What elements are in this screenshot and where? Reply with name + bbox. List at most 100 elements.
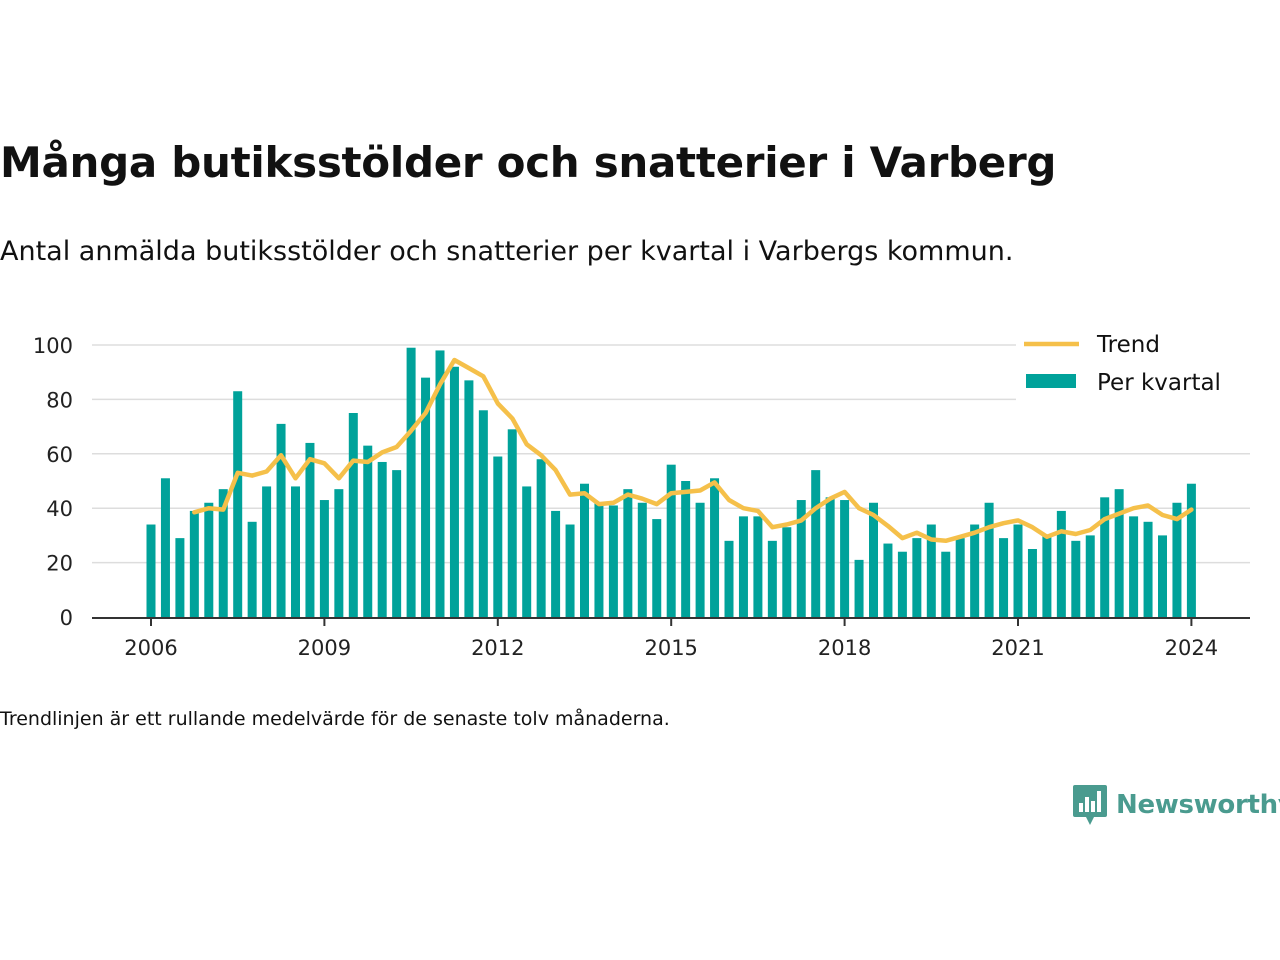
bar (175, 538, 185, 617)
brand-logo: Newsworthy (1072, 783, 1280, 827)
bar (811, 470, 821, 617)
axes: 0 20 40 60 80 100 2006 2009 2012 2015 2018 2021 2024 (33, 334, 1250, 660)
bar (753, 516, 763, 617)
bar (796, 500, 806, 617)
footnote: Trendlinjen är ett rullande medelvärde f… (0, 708, 670, 730)
bar (883, 543, 893, 617)
bar (421, 377, 431, 617)
bar (681, 481, 691, 617)
bar (637, 502, 647, 617)
bar (1172, 502, 1182, 617)
bar (1158, 535, 1167, 617)
bar (594, 502, 604, 617)
bar (1129, 516, 1139, 617)
legend-box (1016, 326, 1250, 402)
bar (493, 456, 503, 617)
bar (276, 423, 286, 617)
bar (580, 483, 589, 617)
bars (146, 347, 1196, 617)
bar (551, 510, 561, 617)
bar (767, 540, 777, 617)
bar (406, 347, 416, 617)
bar (869, 502, 878, 617)
bar (319, 500, 329, 617)
bar (478, 410, 488, 617)
bar (536, 459, 546, 617)
bar (363, 445, 373, 617)
legend-bar-swatch (1026, 374, 1076, 388)
bar (449, 366, 459, 617)
bar (941, 551, 951, 617)
brand-name: Newsworthy (1116, 790, 1280, 820)
trend-layer (192, 357, 1194, 544)
bar (565, 524, 575, 617)
bar (1027, 549, 1037, 617)
bar (507, 429, 517, 617)
bar (695, 502, 705, 617)
bar (204, 502, 214, 617)
bar (1056, 510, 1066, 617)
bar (897, 551, 907, 617)
chart-subtitle: Antal anmälda butiksstölder och snatteri… (0, 236, 1014, 267)
bar (710, 478, 720, 617)
bar (970, 524, 980, 617)
bar (160, 478, 170, 617)
bar (1186, 483, 1196, 617)
bar (247, 521, 257, 617)
y-tick-label: 20 (46, 552, 73, 576)
bar (1042, 535, 1052, 617)
bar (218, 489, 228, 617)
bar (666, 464, 676, 617)
bar (146, 524, 156, 617)
bar (1013, 524, 1023, 617)
bar (1100, 497, 1110, 617)
bar (189, 510, 199, 617)
bar (724, 540, 734, 617)
x-tick-label: 2021 (991, 636, 1044, 660)
bar (652, 519, 662, 617)
bar (1085, 535, 1095, 617)
bar (1114, 489, 1124, 617)
x-tick-label: 2015 (644, 636, 697, 660)
y-tick-label: 100 (33, 334, 73, 358)
x-tick-label: 2006 (124, 636, 177, 660)
trend-line (192, 357, 1194, 544)
bar (608, 505, 618, 617)
bar (955, 538, 965, 617)
legend: Trend Per kvartal (1016, 326, 1250, 402)
bar (840, 500, 850, 617)
bar (522, 486, 532, 617)
bar (854, 559, 864, 617)
bar (1143, 521, 1153, 617)
bar (377, 461, 387, 617)
bar (464, 380, 474, 617)
bar (233, 391, 243, 617)
bar (825, 497, 835, 617)
bar (984, 502, 994, 617)
bar (623, 489, 633, 617)
legend-trend-label: Trend (1096, 332, 1160, 358)
bar (435, 350, 445, 617)
bar (1071, 540, 1081, 617)
y-tick-label: 40 (46, 497, 73, 521)
x-tick-label: 2009 (298, 636, 351, 660)
bar (738, 516, 748, 617)
y-tick-label: 60 (46, 443, 73, 467)
x-tick-label: 2012 (471, 636, 524, 660)
chart-title: Många butiksstölder och snatterier i Var… (0, 138, 1057, 187)
bar (291, 486, 300, 617)
bar (912, 538, 922, 617)
bar (926, 524, 936, 617)
bar (782, 527, 792, 617)
x-tick-label: 2018 (818, 636, 871, 660)
x-tick-label: 2024 (1165, 636, 1218, 660)
bar (999, 538, 1009, 617)
bar (334, 489, 344, 617)
newsworthy-logo-icon (1073, 785, 1107, 825)
legend-bar-label: Per kvartal (1097, 370, 1221, 396)
bar (348, 413, 358, 617)
bar (305, 442, 315, 617)
bar (392, 470, 402, 617)
y-tick-label: 80 (46, 388, 73, 412)
